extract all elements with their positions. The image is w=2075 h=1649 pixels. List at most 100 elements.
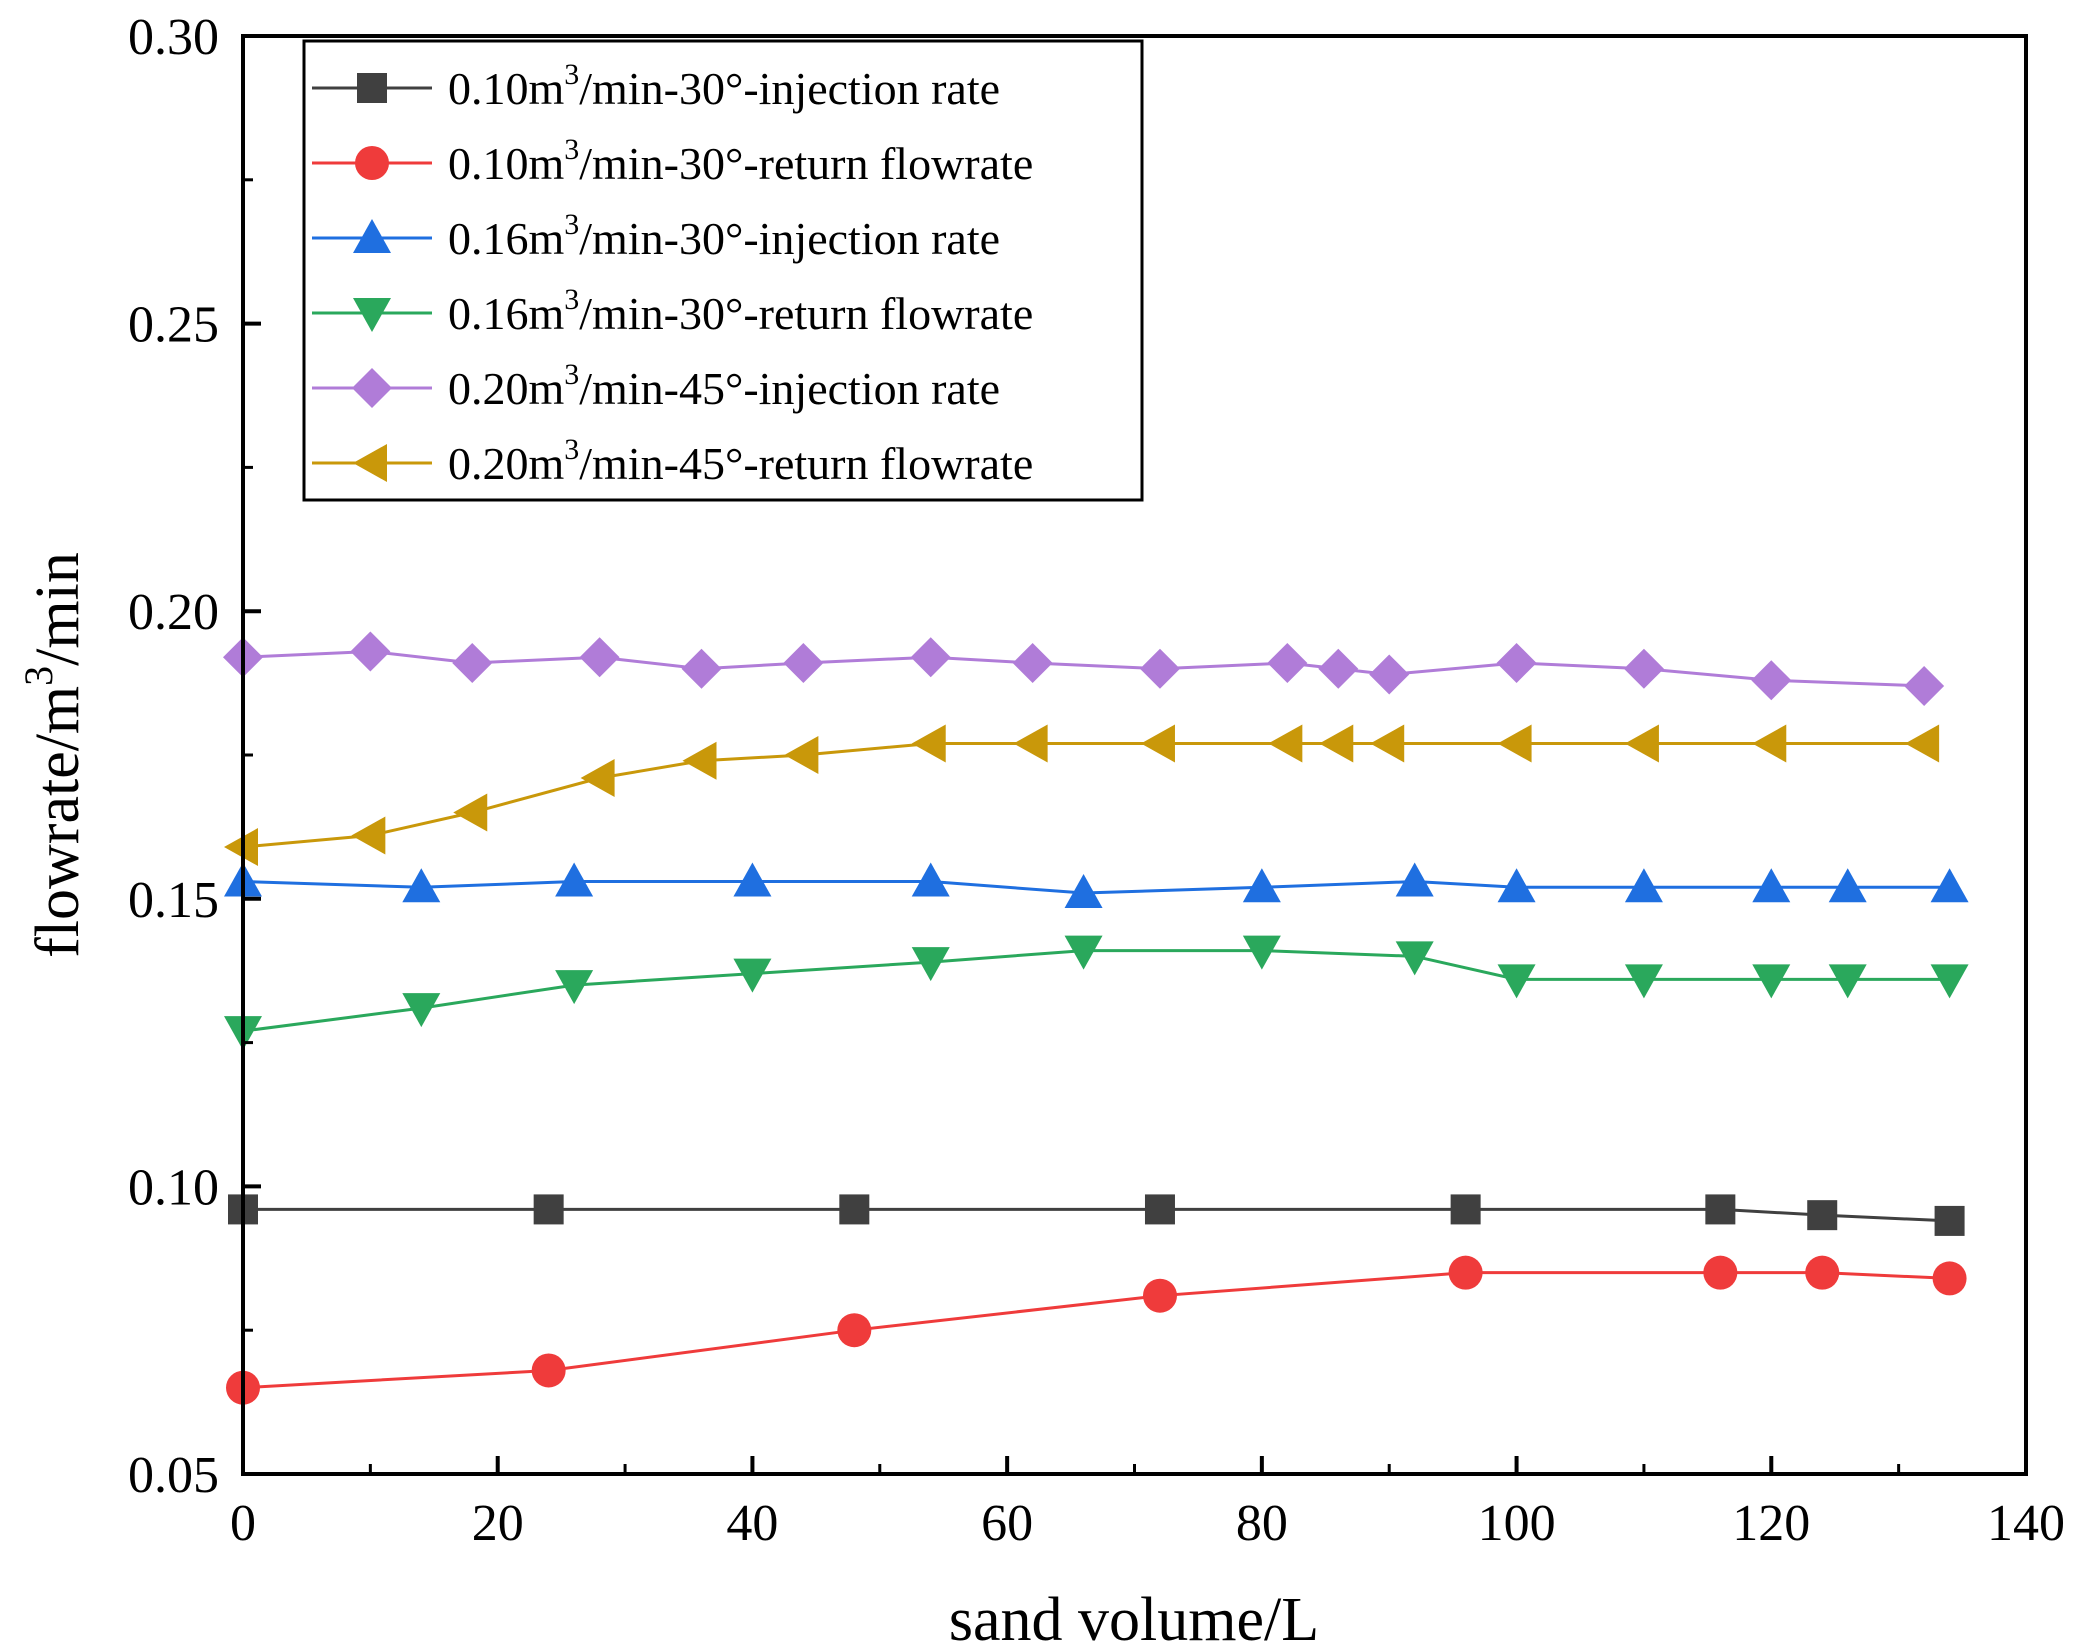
legend-entry: 0.10m3/min-30°-return flowrate: [312, 133, 1033, 189]
data-point: [1752, 724, 1787, 763]
data-point: [681, 648, 722, 689]
data-point: [1807, 1200, 1838, 1231]
data-point: [784, 736, 819, 774]
legend-label-prefix: 0.10m: [448, 63, 565, 114]
data-point: [1242, 868, 1281, 903]
legend-label-suffix: /min-30°-injection rate: [579, 63, 1000, 114]
data-point: [733, 862, 772, 897]
data-point: [1497, 724, 1532, 763]
x-tick-label: 80: [1236, 1495, 1288, 1552]
tick-labels: 0 20 40 60 80 100 120 140 0.05 0.10 0.15 0.20 0.25 0.…: [128, 9, 2065, 1552]
legend-label-prefix: 0.20m: [448, 438, 565, 489]
legend-marker: [353, 298, 391, 332]
legend-label: 0.20m3/min-45°-return flowrate: [448, 433, 1033, 489]
data-point: [1930, 964, 1969, 999]
data-point: [580, 759, 615, 798]
y-tick-label: 0.20: [128, 584, 219, 641]
data-point: [1930, 868, 1969, 903]
data-point: [910, 637, 951, 678]
data-point: [1318, 648, 1359, 689]
legend-label: 0.16m3/min-30°-injection rate: [448, 208, 1000, 264]
legend-marker: [353, 444, 387, 482]
data-point: [1828, 868, 1867, 903]
data-point: [1828, 964, 1867, 999]
legend-label-superscript: 3: [564, 58, 579, 91]
axis-ticks: [241, 34, 2028, 1476]
data-point: [453, 793, 488, 832]
legend: 0.10m3/min-30°-injection rate0.10m3/min-…: [302, 39, 1144, 502]
legend-entry: 0.20m3/min-45°-return flowrate: [312, 433, 1033, 489]
data-point: [351, 816, 386, 855]
data-point: [1905, 724, 1940, 763]
data-point: [1752, 868, 1791, 903]
series-layer: [223, 631, 1969, 1405]
legend-label: 0.16m3/min-30°-return flowrate: [448, 283, 1033, 339]
x-tick-label: 60: [981, 1495, 1033, 1552]
data-point: [1267, 642, 1308, 683]
legend-marker: [355, 146, 389, 180]
data-point: [1242, 935, 1281, 970]
legend-marker: [357, 73, 387, 103]
series-2: [226, 1255, 1967, 1405]
data-point: [1705, 1194, 1736, 1225]
data-point: [555, 970, 594, 1005]
x-tick-label: 120: [1732, 1495, 1810, 1552]
data-point: [1934, 1205, 1965, 1236]
data-point: [1904, 665, 1945, 706]
data-point: [1448, 1255, 1483, 1290]
series-6: [224, 724, 1940, 867]
legend-label-suffix: /min-45°-injection rate: [579, 363, 1000, 414]
legend-label-superscript: 3: [564, 433, 579, 466]
data-point: [1496, 642, 1537, 683]
data-point: [579, 637, 620, 678]
data-point: [837, 1313, 872, 1348]
legend-label-prefix: 0.16m: [448, 288, 565, 339]
data-point: [555, 862, 594, 897]
series-line: [242, 880, 1950, 895]
data-point: [733, 958, 772, 993]
series-line: [242, 949, 1950, 1033]
legend-label-suffix: /min-30°-return flowrate: [579, 288, 1033, 339]
legend-entry: 0.20m3/min-45°-injection rate: [312, 358, 1000, 414]
series-line: [242, 741, 1925, 849]
x-tick-label: 40: [726, 1495, 778, 1552]
legend-entry: 0.16m3/min-30°-injection rate: [312, 208, 1000, 264]
data-point: [1012, 642, 1053, 683]
data-point: [1064, 874, 1103, 909]
y-tick-label: 0.30: [128, 9, 219, 66]
legend-label-prefix: 0.10m: [448, 138, 565, 189]
data-point: [1752, 964, 1791, 999]
y-tick-label: 0.15: [128, 872, 219, 929]
series-1: [228, 1194, 1965, 1236]
legend-marker: [352, 368, 392, 408]
legend-label: 0.20m3/min-45°-injection rate: [448, 358, 1000, 414]
legend-label-suffix: /min-30°-injection rate: [579, 213, 1000, 264]
data-point: [1751, 660, 1792, 701]
data-point: [452, 642, 493, 683]
y-axis-title-superscript: 3: [16, 666, 61, 686]
data-point: [1064, 935, 1103, 970]
data-point: [911, 862, 950, 897]
legend-label-superscript: 3: [564, 133, 579, 166]
data-point: [1370, 724, 1405, 763]
data-point: [531, 1353, 566, 1388]
data-point: [402, 993, 441, 1028]
data-point: [1624, 724, 1659, 763]
y-tick-label: 0.05: [128, 1447, 219, 1504]
series-3: [224, 862, 1969, 909]
legend-marker: [353, 219, 391, 253]
legend-label-superscript: 3: [564, 283, 579, 316]
data-point: [1932, 1261, 1967, 1296]
data-point: [1624, 868, 1663, 903]
y-tick-label: 0.25: [128, 297, 219, 354]
data-point: [1497, 868, 1536, 903]
data-point: [1395, 941, 1434, 976]
data-point: [1268, 724, 1303, 763]
data-point: [783, 642, 824, 683]
y-tick-label: 0.10: [128, 1159, 219, 1216]
legend-label-superscript: 3: [564, 358, 579, 391]
series-5: [223, 631, 1945, 706]
data-point: [911, 724, 946, 763]
legend-label-prefix: 0.20m: [448, 363, 565, 414]
